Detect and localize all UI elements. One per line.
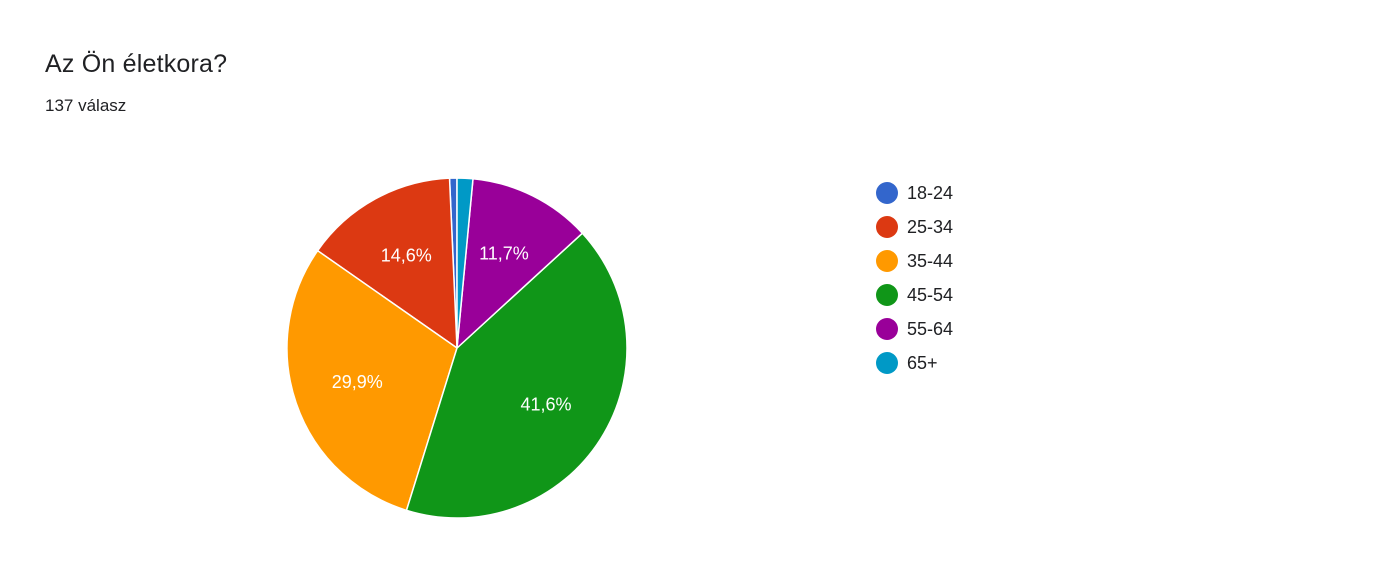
legend-label: 18-24 [907,182,954,203]
pie-slice-65+[interactable] [456,177,474,349]
legend-item[interactable]: 65+ [876,346,953,380]
question-title: Az Ön életkora? [45,50,228,78]
pie-slice-35-44[interactable] [286,249,458,512]
legend-item[interactable]: 45-54 [876,278,953,312]
legend: 18-24 25-34 35-44 45-54 55-64 65+ [876,176,953,380]
legend-swatch-icon [876,284,898,306]
pie-slice-25-34[interactable] [316,177,458,350]
pie-slice-45-54[interactable] [405,232,628,519]
slice-label: 11,7% [479,244,529,264]
slice-label: 41,6% [520,394,571,414]
legend-label: 65+ [907,352,938,373]
pie-slice-55-64[interactable] [456,177,584,350]
slice-label: 14,6% [381,246,432,266]
legend-item[interactable]: 25-34 [876,210,953,244]
slice-label: 29,9% [332,372,383,392]
legend-swatch-icon [876,250,898,272]
legend-label: 35-44 [907,250,954,271]
legend-label: 55-64 [907,318,954,339]
legend-swatch-icon [876,182,898,204]
legend-label: 45-54 [907,284,954,305]
legend-swatch-icon [876,216,898,238]
legend-swatch-icon [876,318,898,340]
response-count: 137 válasz [45,96,127,115]
legend-swatch-icon [876,352,898,374]
legend-label: 25-34 [907,216,954,237]
legend-item[interactable]: 55-64 [876,312,953,346]
legend-item[interactable]: 18-24 [876,176,953,210]
legend-item[interactable]: 35-44 [876,244,953,278]
